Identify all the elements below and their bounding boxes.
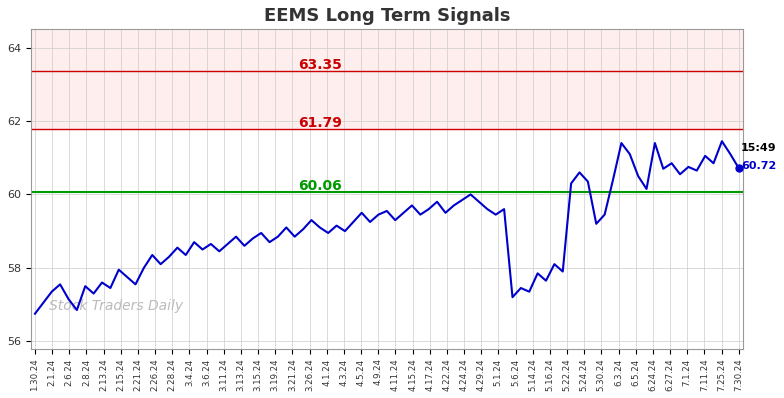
Text: 61.79: 61.79 (298, 115, 342, 129)
Text: 60.72: 60.72 (741, 161, 776, 171)
Text: 15:49: 15:49 (741, 143, 777, 153)
Bar (31, 29, 743, 72)
Text: Stock Traders Daily: Stock Traders Daily (49, 299, 183, 313)
Text: 60.06: 60.06 (298, 179, 342, 193)
Title: EEMS Long Term Signals: EEMS Long Term Signals (263, 7, 510, 25)
Bar (31, 72, 743, 129)
Text: 63.35: 63.35 (298, 58, 342, 72)
